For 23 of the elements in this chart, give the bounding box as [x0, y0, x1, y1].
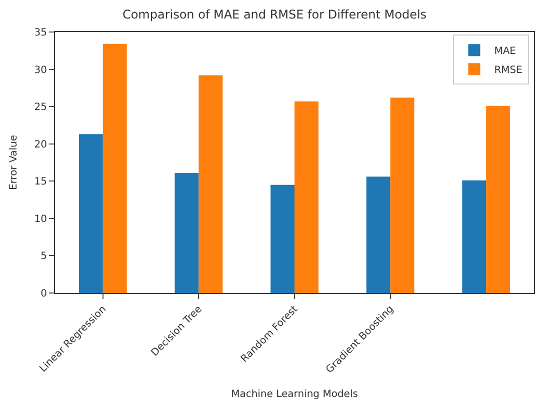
- y-tick-label: 15: [34, 176, 47, 188]
- bar: [198, 75, 223, 293]
- y-tick-label: 5: [40, 251, 47, 262]
- bar: [78, 134, 103, 293]
- chart-title: Comparison of MAE and RMSE for Different Models: [122, 8, 427, 22]
- y-tick-label: 30: [34, 64, 47, 76]
- y-axis-title: Error Value: [8, 134, 20, 190]
- y-tick-label: 20: [34, 139, 47, 150]
- y-tick-label: 10: [34, 214, 47, 225]
- x-axis-title: Machine Learning Models: [231, 389, 358, 400]
- legend-label: MAE: [494, 46, 516, 58]
- y-tick-label: 25: [34, 102, 47, 114]
- bar: [486, 106, 510, 293]
- bar: [366, 176, 390, 293]
- bar: [390, 98, 414, 293]
- bar: [102, 44, 127, 293]
- legend-label: RMSE: [494, 65, 522, 76]
- y-tick-label: 35: [34, 28, 47, 38]
- bar: [462, 180, 486, 293]
- bar: [294, 101, 318, 293]
- bar: [270, 184, 294, 293]
- bar: [174, 172, 199, 293]
- y-tick-label: 0: [40, 288, 47, 300]
